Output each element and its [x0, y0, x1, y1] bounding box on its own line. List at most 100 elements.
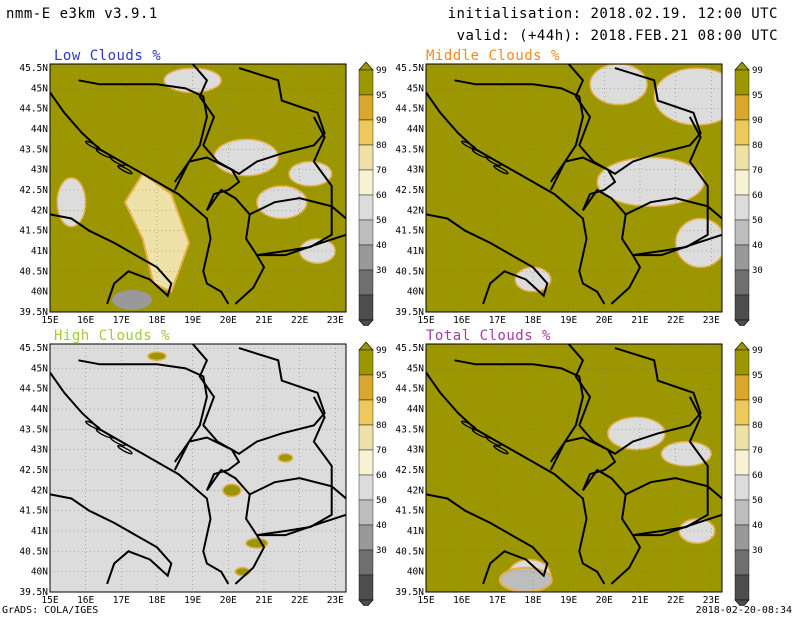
legend-swatch [734, 349, 750, 376]
legend-label: 99 [376, 66, 387, 76]
lat-tick-label: 41.5N [395, 226, 424, 237]
lat-tick-label: 45.5N [395, 63, 424, 74]
legend-swatch [358, 374, 374, 401]
lat-tick-label: 44N [31, 124, 48, 135]
legend-swatch [358, 499, 374, 526]
border-line [50, 213, 173, 305]
legend-label: 70 [752, 166, 763, 176]
legend-label: 40 [752, 521, 763, 531]
lon-tick-label: 22E [667, 595, 684, 606]
lat-tick-label: 44N [407, 124, 424, 135]
lon-tick-label: 22E [667, 315, 684, 326]
border-line [50, 371, 230, 585]
border-line [632, 513, 722, 537]
lon-tick-label: 20E [220, 595, 237, 606]
legend-swatch [734, 524, 750, 551]
border-line [567, 64, 702, 175]
island [117, 165, 133, 175]
legend-label: 50 [752, 496, 763, 506]
border-line [632, 233, 722, 257]
cloud-patch [112, 289, 153, 310]
border-line [206, 468, 266, 585]
legend-swatch [358, 349, 374, 376]
panel-title-total: Total Clouds % [426, 328, 552, 344]
panel-low-clouds: 45.5N 45N 44.5N 44N 43.5N 43N 42.5N 42N 41.5N 41N… [0, 46, 400, 326]
legend-label: 99 [752, 66, 763, 76]
lat-tick-label: 43.5N [19, 144, 48, 155]
lon-tick-label: 21E [255, 315, 272, 326]
lat-tick-label: 40N [31, 287, 48, 298]
legend-label: 60 [752, 191, 763, 201]
border-line [426, 371, 606, 585]
lon-tick-label: 20E [220, 315, 237, 326]
border-line [582, 468, 642, 585]
legend-swatch [358, 399, 374, 426]
lon-tick-label: 18E [148, 595, 165, 606]
legend-label: 95 [752, 371, 763, 381]
lat-tick-label: 42N [407, 205, 424, 216]
footer-credit: GrADS: COLA/IGES [2, 605, 99, 616]
legend-swatch [734, 399, 750, 426]
island [461, 140, 477, 150]
legend-swatch [358, 194, 374, 221]
legend-swatch [734, 449, 750, 476]
island [493, 445, 509, 455]
legend-label: 70 [376, 166, 387, 176]
legend-swatch [734, 574, 750, 601]
border-line [625, 197, 709, 257]
lon-tick-label: 21E [631, 315, 648, 326]
island [110, 436, 126, 447]
legend-label: 90 [752, 116, 763, 126]
lon-tick-label: 16E [453, 595, 470, 606]
island [85, 140, 101, 150]
border-line [191, 344, 326, 455]
legend-swatch [734, 119, 750, 146]
legend-swatch [734, 294, 750, 321]
lat-tick-label: 43N [31, 165, 48, 176]
lon-tick-label: 19E [184, 595, 201, 606]
lat-tick-label: 40N [407, 287, 424, 298]
legend-label: 95 [376, 91, 387, 101]
legend-label: 50 [376, 496, 387, 506]
legend-label: 40 [752, 241, 763, 251]
legend-label: 70 [376, 446, 387, 456]
border-line [454, 359, 584, 463]
legend-swatch [734, 144, 750, 171]
border-line [173, 436, 241, 491]
legend-swatch [358, 549, 374, 576]
map-svg: 45.5N 45N 44.5N 44N 43.5N 43N 42.5N 42N 41.5N 41N… [395, 61, 763, 326]
border-line [549, 156, 617, 211]
legend-label: 40 [376, 521, 387, 531]
border-line [426, 91, 606, 305]
legend-swatch [734, 69, 750, 96]
lat-tick-label: 39.5N [395, 587, 424, 598]
cloud-patch [288, 160, 333, 187]
border-line [454, 79, 584, 183]
lat-tick-label: 41.5N [19, 506, 48, 517]
lat-tick-label: 42.5N [19, 465, 48, 476]
lat-tick-label: 42.5N [395, 465, 424, 476]
legend-label: 50 [376, 216, 387, 226]
lon-tick-label: 19E [560, 315, 577, 326]
legend-label: 80 [376, 421, 387, 431]
map-frame [49, 63, 347, 313]
legend-label: 60 [752, 471, 763, 481]
lat-tick-label: 43N [407, 445, 424, 456]
map-field [50, 64, 346, 312]
lat-tick-label: 40.5N [395, 546, 424, 557]
legend-arrow-top [358, 341, 374, 351]
border-line [582, 188, 642, 305]
border-line [567, 344, 702, 455]
lon-tick-label: 20E [596, 595, 613, 606]
legend-swatch [734, 94, 750, 121]
panel-title-high: High Clouds % [54, 328, 171, 344]
model-title: nmm-E e3km v3.9.1 [6, 6, 158, 22]
lat-tick-label: 45.5N [19, 63, 48, 74]
field-background [426, 344, 722, 592]
border-line [78, 79, 208, 183]
map-svg: 45.5N 45N 44.5N 44N 43.5N 43N 42.5N 42N 41.5N 41N… [395, 341, 763, 606]
lat-tick-label: 41N [31, 246, 48, 257]
lon-tick-label: 22E [291, 315, 308, 326]
field-background [50, 64, 346, 312]
legend-label: 90 [376, 396, 387, 406]
